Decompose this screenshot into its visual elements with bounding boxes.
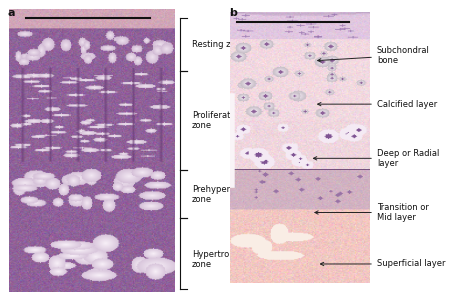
- Text: Proliferating
zone: Proliferating zone: [191, 111, 243, 131]
- Text: Hypertrophic
zone: Hypertrophic zone: [191, 250, 247, 269]
- Text: Deep or Radial
layer: Deep or Radial layer: [313, 149, 439, 168]
- Text: Calcified layer: Calcified layer: [318, 100, 437, 109]
- Text: b: b: [229, 8, 237, 17]
- Text: Subchondral
bone: Subchondral bone: [318, 46, 430, 65]
- Text: Transition or
Mid layer: Transition or Mid layer: [315, 203, 428, 222]
- Text: Resting zone: Resting zone: [191, 40, 246, 49]
- Text: a: a: [7, 8, 15, 17]
- Text: Superficial layer: Superficial layer: [320, 259, 446, 268]
- Text: Prehypertrophic
zone: Prehypertrophic zone: [191, 185, 259, 204]
